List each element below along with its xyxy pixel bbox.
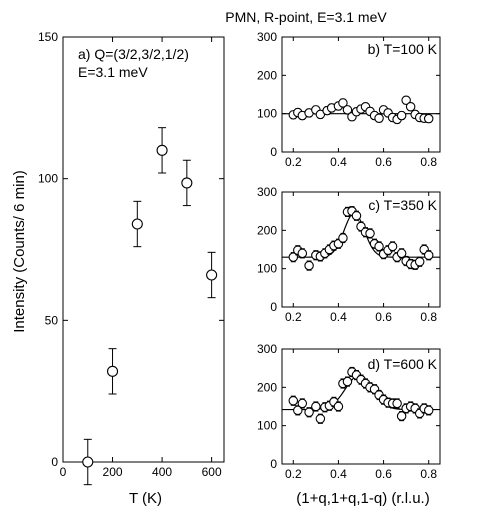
y-tick-label: 300 [257, 342, 277, 356]
plot-frame [281, 348, 441, 465]
data-point [315, 413, 326, 424]
data-point [333, 401, 344, 412]
panel-annotation: E=3.1 meV [78, 64, 148, 80]
y-axis-label: Intensity (Counts/ 6 min) [11, 170, 28, 333]
data-point [396, 110, 407, 121]
data-point [374, 113, 384, 124]
data-point [405, 102, 416, 112]
x-tick-label: 0.4 [330, 467, 347, 481]
x-tick-label: 0 [60, 465, 67, 479]
data-point [297, 248, 308, 259]
x-tick-label: 600 [202, 465, 222, 479]
data-point [338, 98, 348, 108]
data-point [387, 241, 398, 252]
data-point [396, 248, 407, 259]
data-point [365, 228, 375, 239]
data-point [131, 200, 143, 248]
y-tick-label: 200 [257, 223, 277, 237]
x-tick-label: 0.4 [330, 310, 347, 324]
panel-annotation: b) T=100 K [368, 41, 438, 57]
y-tick-label: 200 [257, 68, 277, 82]
data-point [374, 241, 384, 252]
y-tick-label: 100 [257, 107, 277, 121]
panel-c: 0.2 0.4 0.6 0.8 0 100 200 300 c) T=350 K [257, 185, 441, 324]
x-axis-label: (1+q,1+q,1-q) (r.l.u.) [296, 490, 429, 507]
data-point [423, 113, 434, 124]
y-tick-label: 300 [257, 30, 277, 44]
panel-a: 0 200 400 600 0 50 100 150 a) Q=(3/2,3/2,1/2) E=3… [11, 30, 225, 507]
data-point [401, 95, 411, 106]
data-point [82, 438, 94, 486]
data-point [342, 376, 353, 387]
y-tick-label: 200 [257, 380, 277, 394]
data-point [338, 232, 348, 244]
data-point [156, 127, 168, 174]
y-tick-label: 100 [38, 172, 58, 186]
panel-annotation: d) T=600 K [368, 356, 438, 372]
data-point [351, 210, 362, 221]
x-tick-label: 200 [103, 465, 123, 479]
y-tick-label: 300 [257, 185, 277, 199]
panel-annotation: c) T=350 K [368, 197, 437, 213]
x-tick-label: 0.2 [285, 155, 302, 169]
plot-frame [62, 36, 225, 463]
x-tick-label: 0.8 [420, 467, 437, 481]
x-axis-label: T (K) [129, 490, 162, 507]
data-point [181, 159, 193, 207]
panel-d: 0.2 0.4 0.6 0.8 0 100 200 300 d) T=600 K (1+q,1+q… [257, 342, 441, 507]
x-tick-label: 0.2 [285, 467, 302, 481]
plot-frame [281, 191, 441, 308]
x-tick-label: 0.8 [420, 310, 437, 324]
y-tick-label: 100 [257, 262, 277, 276]
y-tick-label: 0 [270, 457, 277, 471]
panel-annotation: a) Q=(3/2,3/2,1/2) [78, 46, 189, 62]
data-point [106, 348, 119, 395]
data-point [423, 250, 434, 261]
y-tick-label: 100 [257, 419, 277, 433]
y-tick-label: 0 [270, 300, 277, 314]
data-point [392, 398, 402, 409]
data-point [288, 395, 299, 406]
data-point [423, 405, 434, 416]
figure-title: PMN, R-point, E=3.1 meV [225, 9, 387, 25]
data-point [347, 111, 357, 122]
y-tick-label: 0 [270, 145, 277, 159]
x-tick-label: 0.6 [375, 310, 392, 324]
x-tick-label: 0.6 [375, 155, 392, 169]
data-point [297, 398, 308, 409]
y-tick-label: 150 [38, 30, 58, 44]
x-tick-label: 400 [152, 465, 172, 479]
data-point [311, 401, 321, 412]
x-tick-label: 0.6 [375, 467, 392, 481]
panel-b: 0.2 0.4 0.6 0.8 0 100 200 300 b) T=100 K [257, 30, 441, 169]
y-tick-label: 50 [45, 313, 59, 327]
x-tick-label: 0.8 [420, 155, 437, 169]
y-tick-label: 0 [51, 455, 58, 469]
x-tick-label: 0.4 [330, 155, 347, 169]
x-tick-label: 0.2 [285, 310, 302, 324]
data-point [414, 256, 425, 267]
data-point [206, 251, 218, 299]
plot-frame [281, 36, 441, 153]
data-point [304, 407, 314, 418]
data-point [304, 260, 314, 271]
data-point [304, 108, 314, 118]
